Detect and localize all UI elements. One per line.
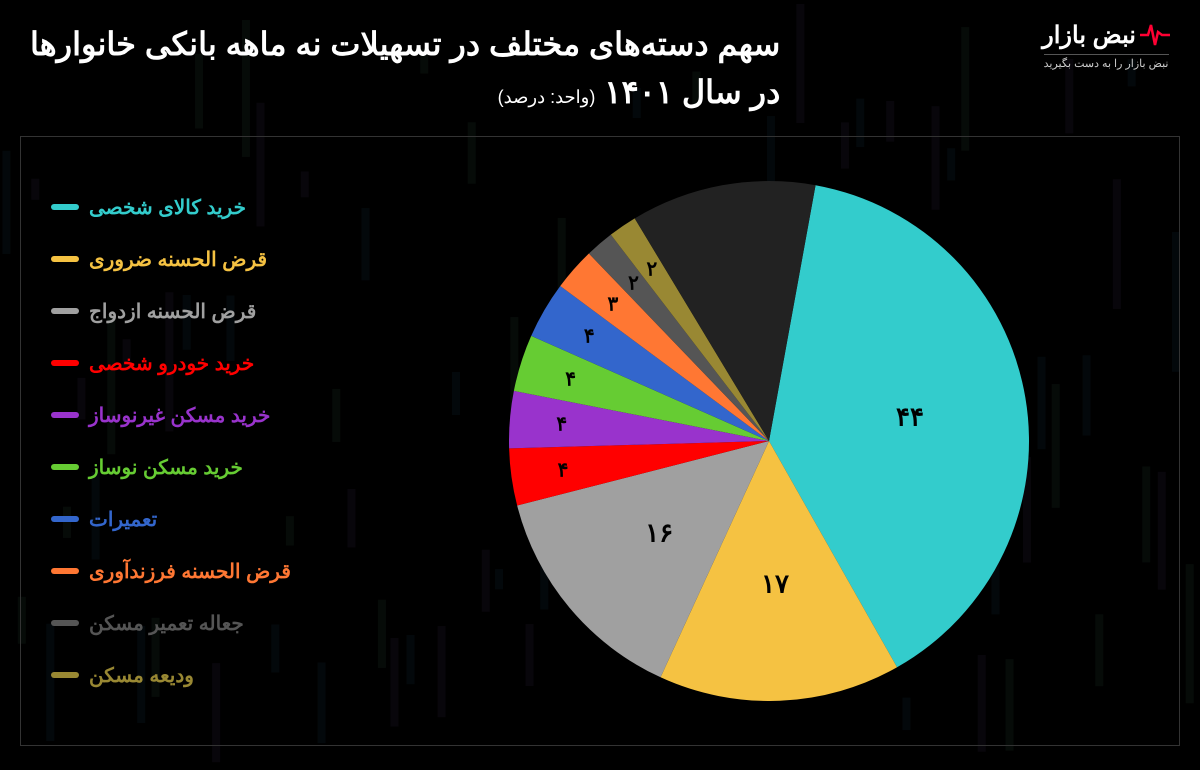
legend: خرید کالای شخصی قرض الحسنه ضروری قرض الحسن…: [51, 195, 301, 688]
legend-item: ودیعه مسکن: [51, 663, 291, 688]
legend-item: قرض الحسنه ازدواج: [51, 299, 291, 324]
legend-label: خرید مسکن نوساز: [89, 455, 243, 480]
pie-svg: [509, 181, 1029, 701]
legend-item: خرید خودرو شخصی: [51, 351, 291, 376]
legend-swatch: [51, 464, 79, 470]
pie-chart: ۴۴۱۷۱۶۴۴۴۴۳۲۲: [509, 181, 1029, 701]
chart-area: ۴۴۱۷۱۶۴۴۴۴۳۲۲ خرید کالای شخصی قرض الحسنه …: [20, 136, 1180, 746]
legend-swatch: [51, 204, 79, 210]
legend-item: قرض الحسنه ضروری: [51, 247, 291, 272]
title-block: سهم دسته‌های مختلف در تسهیلات نه ماهه با…: [30, 20, 780, 116]
legend-label: جعاله تعمیر مسکن: [89, 611, 244, 636]
legend-label: ودیعه مسکن: [89, 663, 194, 688]
legend-swatch: [51, 672, 79, 678]
legend-label: خرید خودرو شخصی: [89, 351, 254, 376]
header: نبض بازار نبض بازار را به دست بگیرید سهم…: [0, 0, 1200, 126]
legend-item: خرید کالای شخصی: [51, 195, 291, 220]
legend-swatch: [51, 568, 79, 574]
legend-item: جعاله تعمیر مسکن: [51, 611, 291, 636]
legend-swatch: [51, 308, 79, 314]
legend-item: خرید مسکن نوساز: [51, 455, 291, 480]
legend-item: قرض الحسنه فرزندآوری: [51, 559, 291, 584]
legend-label: قرض الحسنه فرزندآوری: [89, 559, 291, 584]
legend-label: خرید مسکن غیرنوساز: [89, 403, 270, 428]
logo-text: نبض بازار: [1042, 21, 1136, 50]
legend-swatch: [51, 360, 79, 366]
legend-swatch: [51, 620, 79, 626]
logo: نبض بازار نبض بازار را به دست بگیرید: [1042, 20, 1170, 70]
legend-swatch: [51, 256, 79, 262]
legend-label: تعمیرات: [89, 507, 157, 532]
title-line1: سهم دسته‌های مختلف در تسهیلات نه ماهه با…: [30, 20, 780, 68]
title-line2: در سال ۱۴۰۱ (واحد: درصد): [30, 68, 780, 116]
legend-item: تعمیرات: [51, 507, 291, 532]
legend-swatch: [51, 516, 79, 522]
logo-tagline: نبض بازار را به دست بگیرید: [1044, 54, 1169, 70]
legend-item: خرید مسکن غیرنوساز: [51, 403, 291, 428]
legend-label: قرض الحسنه ضروری: [89, 247, 267, 272]
legend-swatch: [51, 412, 79, 418]
unit-label: (واحد: درصد): [498, 87, 596, 107]
legend-label: قرض الحسنه ازدواج: [89, 299, 256, 324]
pulse-icon: [1140, 20, 1170, 50]
legend-label: خرید کالای شخصی: [89, 195, 246, 220]
